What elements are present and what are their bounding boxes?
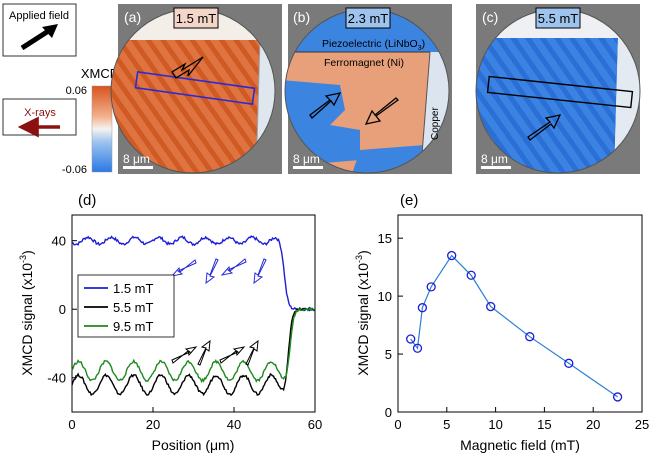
chart-d-panel-label: (d) [78,192,96,209]
piezo-label-end: ) [422,38,426,50]
colorbar-min-label: -0.06 [62,164,87,176]
applied-field-legend: Applied field [2,3,77,57]
panel-c-field: 5.5 mT [538,11,579,26]
series-line [71,306,316,397]
arrow-icon [253,258,267,285]
chart-e-ytick-label: 0 [385,405,392,420]
xrays-legend: X-rays [2,98,77,138]
chart-d-legend: 1.5 mT 5.5 mT 9.5 mT [77,274,175,338]
chart-e-ytick-label: 10 [378,289,392,304]
piezo-label: Piezoelectric (LiNbO3) [322,38,425,52]
magnetization-arrow-icon [309,92,399,125]
chart-d-ytick-label: -40 [47,371,66,386]
applied-field-arrow-icon [20,24,58,51]
series-line [71,307,316,384]
series-line [71,235,316,312]
chart-e-xtick-label: 5 [443,417,450,432]
data-point [426,282,436,292]
legend-entry: 1.5 mT [113,281,154,296]
arrow-icon [171,346,198,364]
data-point [417,303,428,313]
chart-e-xtick-label: 20 [586,417,600,432]
series-line [410,254,618,398]
chart-d-ytick-label: 40 [52,234,66,249]
chart-e-ylabel: XMCD signal (x10-3) [354,250,371,376]
applied-field-label: Applied field [9,10,69,22]
piezo-label-sub: 3 [418,45,422,52]
colorbar-max-label: 0.06 [66,85,87,97]
panel-a-letter: (a) [124,9,141,25]
panel-a-field: 1.5 mT [176,11,217,26]
panel-b-scale: 8 μm [293,152,320,166]
magnetization-arrow-icon [527,114,562,141]
ferromagnet-label: Ferromagnet (Ni) [324,57,404,69]
chart-d-ylabel-text: XMCD signal (x10 [19,263,35,376]
chart-d-xlabel: Position (μm) [152,437,235,453]
magnetization-arrow-icon [171,56,204,79]
chart-e-xtick-label: 15 [537,417,551,432]
chart-d-ylabel-end: ) [19,250,35,255]
panel-a-scale: 8 μm [123,152,150,166]
data-point [447,250,457,261]
scale-bar-c [481,166,511,169]
chart-d-ylabel-exp: -3 [18,255,28,263]
chart-e-ylabel-exp: -3 [354,255,364,263]
chart-e-ytick-label: 15 [378,231,392,246]
panel-c: (c) 5.5 mT 8 μm [475,4,641,174]
colorbar-title: XMCD [81,66,119,81]
legend-entry: 9.5 mT [113,319,154,334]
colorbar: XMCD 0.06 -0.06 [62,66,119,176]
chart-e-ylabel-text: XMCD signal (x10 [355,263,371,376]
arrow-icon [197,339,211,366]
chart-d-arrows [170,258,267,366]
data-point [486,301,496,312]
chart-d-xtick-label: 0 [68,417,75,432]
panel-c-scale: 8 μm [481,152,508,166]
arrow-icon [245,339,259,366]
chart-e: (e) 0 5 10 15 20 25 0 5 10 15 Magnetic field (mT)… [354,192,649,453]
data-point [406,334,416,344]
line-profile-box-c [486,75,634,109]
data-point [466,270,476,280]
panel-b-field: 2.3 mT [348,11,389,26]
chart-d-ytick-label: 0 [59,302,66,317]
data-point [412,343,423,353]
chart-e-ytick-label: 5 [385,347,392,362]
chart-d-xtick-label: 20 [146,417,160,432]
chart-d-ylabel: XMCD signal (x10-3) [18,250,35,376]
piezo-label-text: Piezoelectric (LiNbO [322,38,418,50]
scale-bar-b [293,166,323,169]
chart-e-xlabel: Magnetic field (mT) [460,437,580,453]
legend-entry: 5.5 mT [113,300,154,315]
data-point [612,392,623,402]
line-profile-box-a [134,70,256,106]
chart-e-xtick-label: 10 [488,417,502,432]
chart-d-xtick-label: 40 [227,417,241,432]
chart-d: (d) 0 20 40 60 -40 0 40 1.5 mT 5.5 mT 9.5 mT Pos… [18,192,322,453]
panel-b-letter: (b) [293,9,310,25]
chart-d-frame [71,214,316,413]
xrays-label: X-rays [24,107,56,119]
chart-e-ylabel-end: ) [355,250,371,255]
chart-e-panel-label: (e) [400,192,418,209]
arrow-icon [205,258,219,285]
panel-b: (b) 2.3 mT Piezoelectric (LiNbO3) Ferrom… [284,4,452,174]
panel-a: (a) 1.5 mT 8 μm [110,4,282,174]
arrow-icon [219,346,246,364]
arrow-icon [170,259,197,277]
data-point [525,332,535,342]
chart-e-xtick-label: 0 [394,417,401,432]
chart-d-xtick-label: 60 [308,417,322,432]
chart-e-xtick-label: 25 [635,417,649,432]
arrow-icon [220,258,247,276]
copper-label: Copper [430,107,441,140]
scale-bar-a [123,166,153,169]
data-point [564,358,574,368]
chart-e-frame [397,214,643,413]
panel-c-letter: (c) [482,9,498,25]
